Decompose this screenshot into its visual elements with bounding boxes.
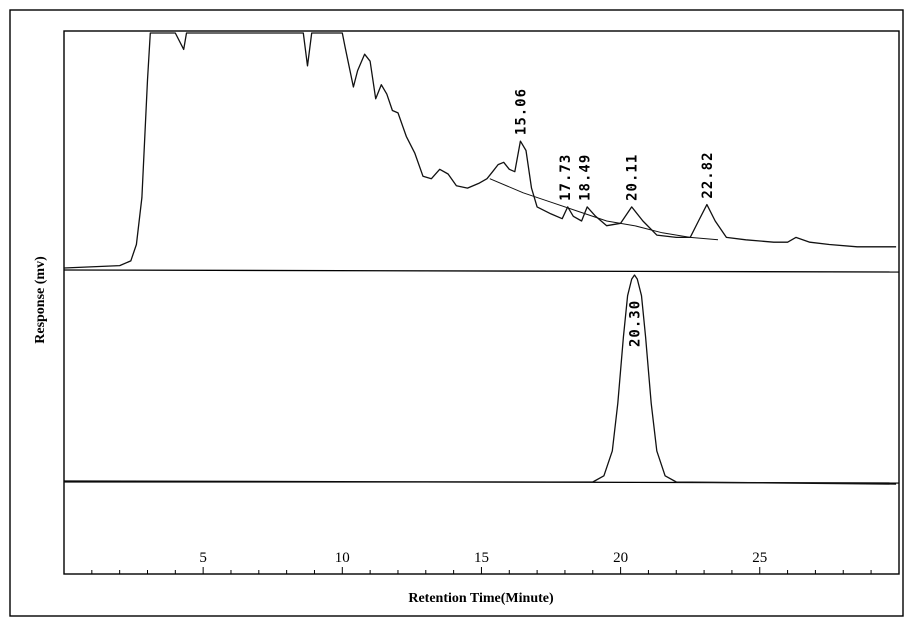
peak-labels-upper: 15.06 17.73 18.49 20.11 22.82 <box>513 88 716 201</box>
outer-frame <box>9 9 904 617</box>
trace-line-upper <box>63 32 897 269</box>
peak-label: 20.11 <box>625 154 641 201</box>
integration-baseline <box>489 178 719 241</box>
x-tick-label: 25 <box>752 550 767 566</box>
x-axis: 5 10 15 20 25 <box>91 550 872 574</box>
peak-label: 17.73 <box>558 154 574 201</box>
peak-labels-lower: 20.30 <box>628 300 644 347</box>
peak-label: 22.82 <box>700 151 716 198</box>
y-axis-label: Response (mv) <box>33 256 48 344</box>
peak-label: 15.06 <box>513 88 529 135</box>
trace-line-lower <box>64 274 897 485</box>
x-axis-label: Retention Time(Minute) <box>408 591 554 606</box>
chromatogram-lower: 20.30 <box>64 274 897 485</box>
x-tick-label: 5 <box>199 550 207 566</box>
x-tick-label: 20 <box>613 550 628 566</box>
x-tick-label: 15 <box>474 550 489 566</box>
peak-label: 20.30 <box>628 300 644 347</box>
chromatogram-upper: 15.06 17.73 18.49 20.11 22.82 <box>63 32 897 269</box>
x-tick-label: 10 <box>335 550 350 566</box>
panel-separator <box>63 269 900 273</box>
peak-label: 18.49 <box>577 154 593 201</box>
plot-frame <box>63 30 900 575</box>
